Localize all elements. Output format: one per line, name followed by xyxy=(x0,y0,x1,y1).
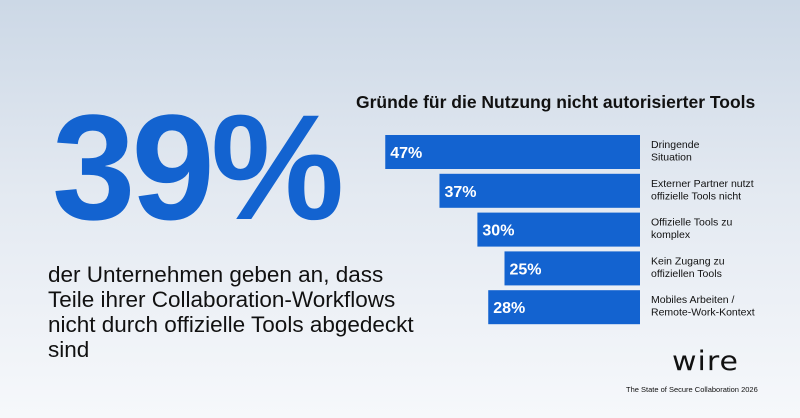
bar-5 xyxy=(488,290,640,325)
bar-category-label: Externer Partner nutzt offizielle Tools n… xyxy=(651,178,754,203)
bar-category-label: Mobiles Arbeiten / Remote-Work-Kontext xyxy=(651,294,755,319)
bar-value-label: 28% xyxy=(493,300,525,317)
report-name: The State of Secure Collaboration 2026 xyxy=(626,385,758,394)
bar-1 xyxy=(385,135,640,169)
bar-category-label: Dringende Situation xyxy=(651,139,700,164)
logo-wordmark: wire xyxy=(672,345,740,378)
bar-value-label: 37% xyxy=(444,184,476,201)
wire-logo: wire xyxy=(672,346,756,378)
bar-value-label: 25% xyxy=(510,261,542,278)
bar-4 xyxy=(504,251,640,286)
bar-2 xyxy=(439,173,640,208)
bar-value-label: 47% xyxy=(390,145,422,162)
bar-category-label: Offizielle Tools zu komplex xyxy=(651,217,732,242)
chart-title: Gründe für die Nutzung nicht autorisiert… xyxy=(356,92,756,112)
headline-percentage: 39% xyxy=(52,83,344,251)
bar-3 xyxy=(477,212,640,247)
bar-value-label: 30% xyxy=(482,223,514,240)
headline-statement: der Unternehmen geben an, dass Teile ihr… xyxy=(48,262,414,362)
bar-category-label: Kein Zugang zu offiziellen Tools xyxy=(651,255,725,280)
